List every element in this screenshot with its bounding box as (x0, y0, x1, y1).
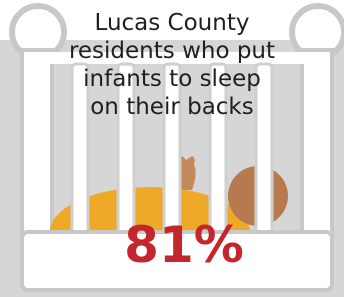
title-line: infants to sleep (83, 66, 261, 92)
title-line: on their backs (90, 94, 254, 120)
title-line: residents who put (69, 38, 275, 64)
crib-post-right-body (302, 50, 332, 250)
infographic: Lucas County residents who put infants t… (0, 0, 344, 297)
stat-value: 81% (124, 216, 244, 274)
crib-post-left-body (22, 50, 52, 250)
title-line: Lucas County (95, 10, 250, 36)
